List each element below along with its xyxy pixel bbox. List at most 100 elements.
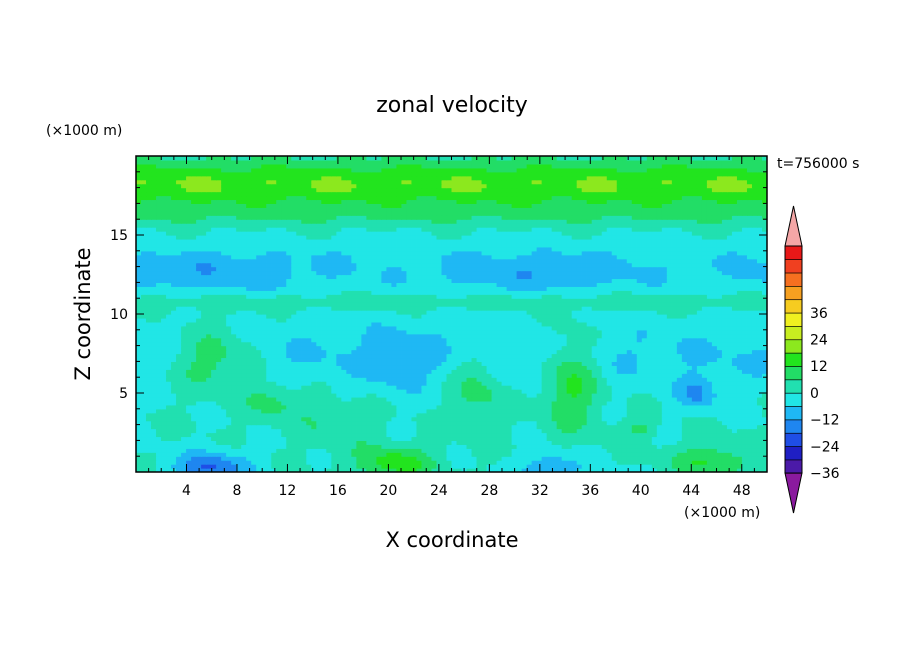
heatmap-cell (141, 424, 147, 430)
heatmap-cell (351, 468, 357, 472)
heatmap-cell (591, 381, 598, 386)
heatmap-cell (481, 416, 488, 422)
heatmap-cell (341, 464, 347, 469)
heatmap-cell (146, 369, 152, 374)
heatmap-cell (276, 325, 282, 331)
heatmap-cell (676, 325, 683, 331)
heatmap-cell (261, 321, 267, 327)
heatmap-cell (136, 321, 142, 327)
heatmap-cell (156, 353, 162, 359)
heatmap-cell (346, 396, 352, 402)
heatmap-cell (211, 404, 217, 410)
heatmap-cell (376, 408, 382, 414)
heatmap-cell (696, 377, 703, 382)
heatmap-cell (286, 460, 292, 465)
heatmap-cell (551, 412, 558, 418)
heatmap-cell (161, 365, 167, 370)
heatmap-cell (456, 325, 463, 331)
heatmap-cell (441, 412, 448, 418)
heatmap-cell (521, 345, 528, 351)
heatmap-cell (441, 468, 448, 472)
heatmap-cell (621, 361, 628, 366)
heatmap-cell (606, 396, 613, 402)
heatmap-cell (676, 357, 683, 362)
heatmap-cell (246, 345, 252, 351)
heatmap-cell (761, 357, 767, 362)
heatmap-cell (691, 460, 698, 465)
heatmap-cell (546, 329, 553, 335)
heatmap-cell (551, 349, 558, 355)
heatmap-cell (261, 369, 267, 374)
heatmap-cell (271, 349, 277, 355)
heatmap-cell (686, 341, 693, 347)
heatmap-cell (561, 440, 568, 445)
heatmap-cell (166, 361, 172, 366)
heatmap-cell (336, 460, 342, 465)
heatmap-cell (496, 408, 503, 414)
heatmap-cell (206, 404, 212, 410)
heatmap-cell (671, 325, 678, 331)
heatmap-cell (271, 408, 277, 414)
heatmap-cell (356, 365, 362, 370)
heatmap-cell (531, 416, 538, 422)
heatmap-cell (231, 361, 237, 366)
heatmap-cell (316, 408, 322, 414)
heatmap-cell (286, 408, 292, 414)
heatmap-cell (186, 444, 192, 449)
heatmap-cell (311, 464, 317, 469)
heatmap-cell (211, 325, 217, 331)
heatmap-cell (331, 424, 337, 430)
heatmap-cell (266, 317, 272, 323)
heatmap-cell (136, 345, 142, 351)
heatmap-cell (321, 317, 327, 323)
heatmap-cell (236, 353, 242, 359)
heatmap-cell (291, 452, 297, 457)
heatmap-cell (466, 389, 473, 394)
heatmap-cell (311, 373, 317, 378)
heatmap-cell (736, 396, 743, 402)
heatmap-cell (691, 396, 698, 402)
heatmap-cell (326, 377, 332, 382)
heatmap-cell (726, 412, 733, 418)
heatmap-cell (476, 373, 483, 378)
heatmap-cell (501, 393, 508, 398)
heatmap-cell (281, 353, 287, 359)
heatmap-cell (576, 468, 583, 472)
heatmap-cell (161, 349, 167, 355)
heatmap-cell (201, 452, 207, 457)
heatmap-cell (751, 452, 758, 457)
heatmap-cell (266, 436, 272, 441)
heatmap-cell (411, 337, 418, 343)
heatmap-cell (706, 377, 713, 382)
heatmap-cell (291, 436, 297, 441)
heatmap-cell (281, 317, 287, 323)
heatmap-cell (311, 432, 317, 438)
heatmap-cell (261, 393, 267, 398)
heatmap-cell (681, 357, 688, 362)
heatmap-cell (351, 345, 357, 351)
heatmap-cell (681, 424, 688, 430)
heatmap-cell (696, 456, 703, 461)
heatmap-cell (301, 408, 307, 414)
heatmap-cell (156, 432, 162, 438)
heatmap-cell (596, 357, 603, 362)
heatmap-cell (411, 444, 418, 449)
heatmap-cell (446, 444, 453, 449)
heatmap-cell (146, 456, 152, 461)
heatmap-cell (446, 369, 453, 374)
heatmap-cell (611, 353, 618, 359)
heatmap-cell (746, 389, 753, 394)
heatmap-cell (526, 444, 533, 449)
heatmap-cell (216, 377, 222, 382)
heatmap-cell (351, 452, 357, 457)
heatmap-cell (551, 416, 558, 422)
heatmap-cell (511, 436, 518, 441)
heatmap-cell (721, 432, 728, 438)
heatmap-cell (291, 365, 297, 370)
heatmap-cell (241, 393, 247, 398)
heatmap-cell (756, 424, 763, 430)
heatmap-cell (406, 416, 413, 422)
heatmap-cell (176, 432, 182, 438)
heatmap-cell (271, 325, 277, 331)
heatmap-cell (341, 381, 347, 386)
